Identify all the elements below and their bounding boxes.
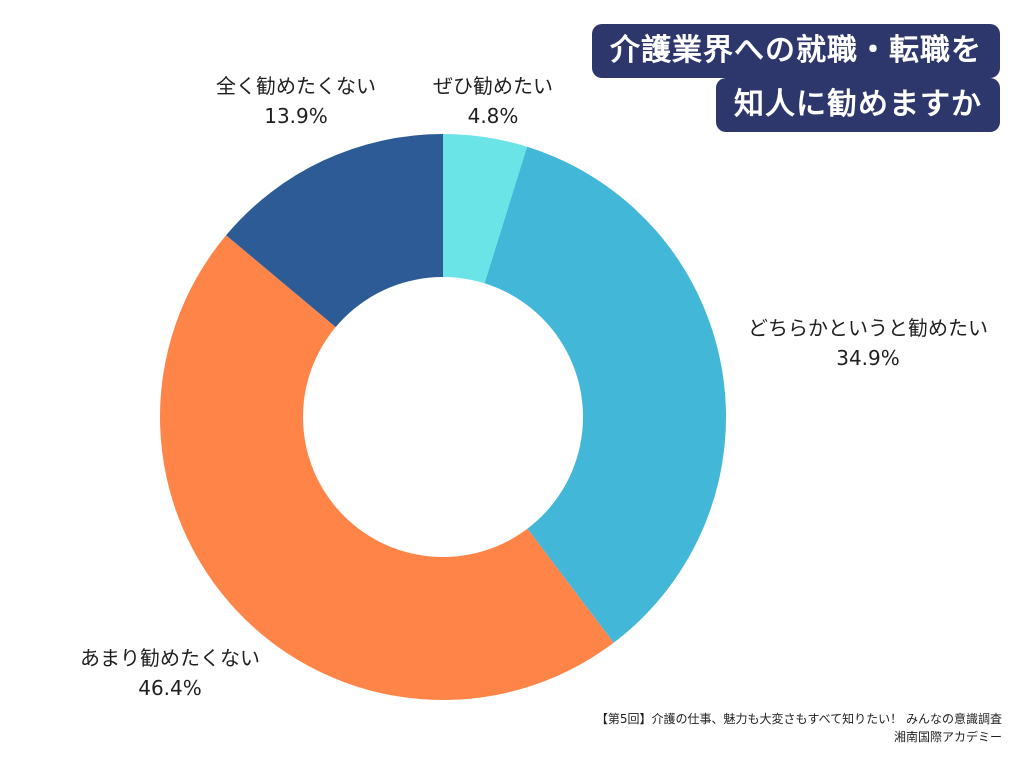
slice-value-label-4: 13.9%: [264, 104, 328, 128]
slice-2: [443, 146, 726, 643]
source-line-publisher: 湘南国際アカデミー: [893, 730, 1002, 744]
slice-label-1: ぜひ勧めたい: [433, 74, 553, 98]
labels-layer: ぜひ勧めたい 4.8% どちらかというと勧めたい 34.9% あまり勧めたくない 46.4…: [80, 74, 988, 700]
chart-title-line-1: 介護業界への就職・転職を: [592, 24, 1000, 78]
chart-title: 介護業界への就職・転職を 知人に勧めますか: [576, 24, 1000, 132]
slice-value-label-1: 4.8%: [468, 104, 519, 128]
slice-value-label-3: 46.4%: [138, 676, 202, 700]
source-footer: 【第5回】介護の仕事、魅力も大変さもすべて知りたい！ みんなの意識調査 湘南国際…: [596, 710, 1002, 746]
chart-title-line-2: 知人に勧めますか: [716, 78, 1000, 132]
slice-value-label-2: 34.9%: [836, 346, 900, 370]
source-line-survey: 【第5回】介護の仕事、魅力も大変さもすべて知りたい！ みんなの意識調査: [595, 712, 1002, 726]
donut-hole: [303, 277, 583, 557]
slice-label-3: あまり勧めたくない: [80, 646, 260, 670]
slice-label-4: 全く勧めたくない: [216, 74, 376, 98]
slice-label-2: どちらかというと勧めたい: [748, 316, 988, 340]
